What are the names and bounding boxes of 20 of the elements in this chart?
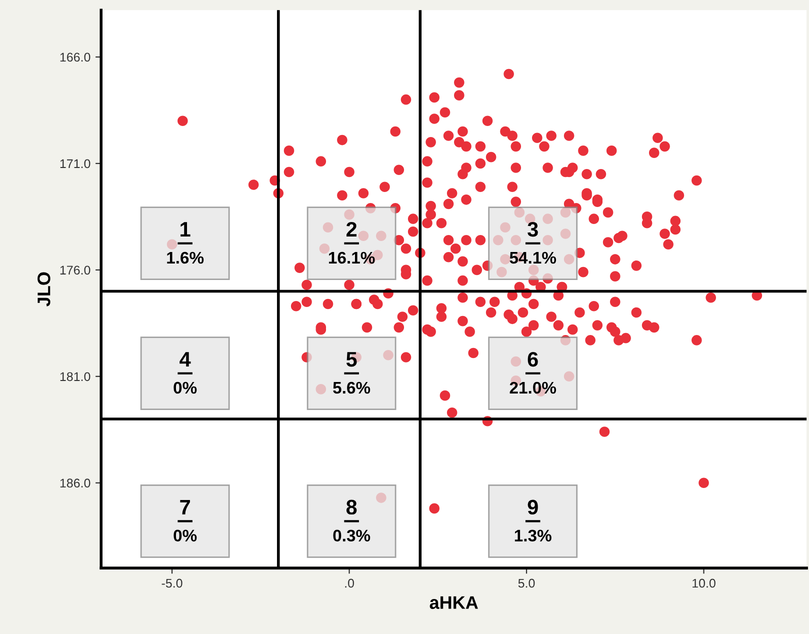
x-tick-label: 10.0: [692, 578, 716, 588]
annotation: 8 0.3%: [333, 500, 370, 542]
x-tick-label: -5.0: [162, 578, 182, 588]
annotation: 4 0%: [174, 352, 197, 394]
annotation: 3 54.1%: [510, 222, 556, 264]
y-tick-label: 171.0: [60, 159, 90, 168]
annotation: 7 0%: [174, 500, 197, 542]
annotation: 5 5.6%: [333, 352, 370, 394]
y-tick-label: 186.0: [60, 478, 90, 488]
y-axis-title: JLO: [38, 272, 50, 306]
x-tick-label: .0: [345, 578, 354, 588]
annotation: 9 1.3%: [514, 500, 552, 542]
annotation: 1 1.6%: [167, 222, 204, 264]
x-tick-label: 5.0: [518, 578, 535, 588]
annotation: 2 16.1%: [328, 222, 375, 264]
y-tick-label: 181.0: [60, 372, 90, 382]
x-axis-title: aHKA: [430, 596, 478, 609]
y-tick-label: 176.0: [60, 266, 90, 275]
y-tick-label: 166.0: [60, 52, 90, 62]
annotation: 6 21.0%: [510, 352, 556, 394]
